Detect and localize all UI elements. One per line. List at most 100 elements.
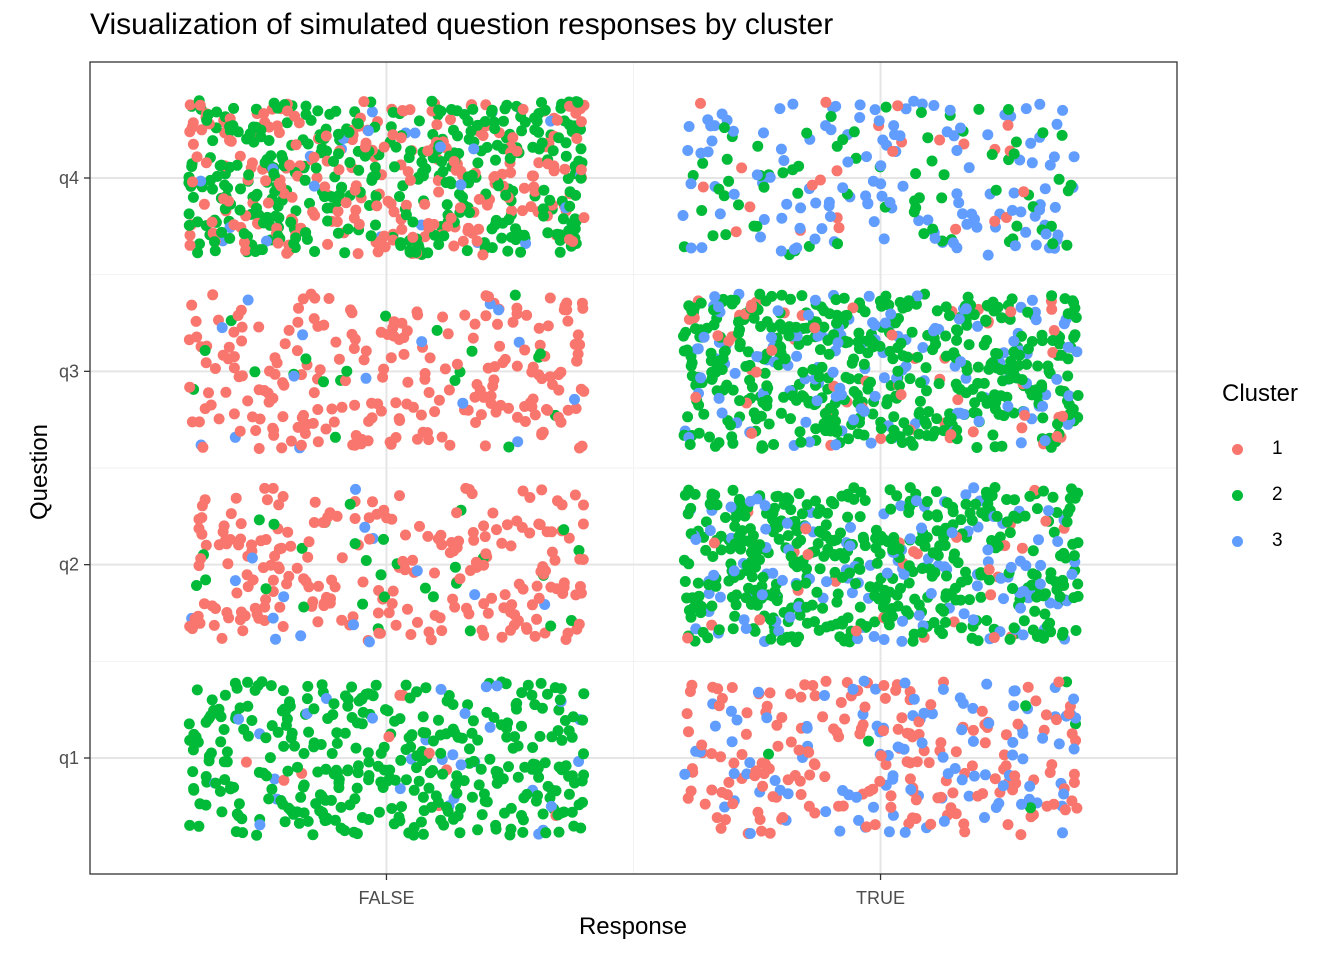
point-cluster-2 [1052, 418, 1063, 430]
point-cluster-1 [203, 387, 214, 399]
point-cluster-2 [1038, 590, 1049, 602]
point-cluster-3 [738, 614, 750, 626]
point-cluster-2 [869, 616, 881, 628]
point-cluster-1 [553, 411, 564, 423]
point-cluster-1 [690, 391, 702, 403]
point-cluster-2 [490, 823, 502, 835]
point-cluster-2 [521, 788, 533, 800]
point-cluster-2 [853, 327, 865, 339]
point-cluster-3 [853, 814, 865, 826]
point-cluster-2 [444, 176, 456, 188]
point-cluster-3 [455, 759, 467, 771]
point-cluster-3 [714, 208, 726, 220]
point-cluster-2 [1004, 373, 1016, 385]
point-cluster-2 [961, 319, 973, 331]
point-cluster-1 [213, 413, 225, 425]
point-cluster-3 [726, 736, 738, 748]
point-cluster-2 [921, 496, 933, 507]
point-cluster-2 [464, 625, 476, 637]
point-cluster-3 [1026, 294, 1038, 306]
point-cluster-1 [562, 315, 574, 327]
point-cluster-3 [911, 495, 922, 507]
point-cluster-2 [279, 816, 291, 828]
point-cluster-3 [366, 106, 378, 118]
point-cluster-3 [784, 611, 796, 623]
point-cluster-2 [681, 592, 693, 604]
point-cluster-1 [544, 292, 556, 304]
point-cluster-2 [370, 219, 381, 231]
point-cluster-1 [404, 174, 416, 186]
point-cluster-2 [1044, 617, 1056, 629]
point-cluster-1 [197, 441, 209, 453]
point-cluster-1 [385, 352, 397, 364]
point-cluster-2 [268, 168, 280, 180]
point-cluster-2 [367, 171, 379, 183]
point-cluster-2 [883, 299, 895, 311]
point-cluster-2 [859, 540, 871, 552]
point-cluster-3 [698, 331, 710, 343]
point-cluster-2 [342, 765, 354, 777]
point-cluster-2 [363, 774, 375, 786]
point-cluster-3 [716, 407, 728, 419]
point-cluster-2 [516, 125, 528, 137]
point-cluster-2 [400, 679, 412, 691]
point-cluster-2 [1027, 624, 1039, 636]
point-cluster-2 [309, 246, 321, 257]
point-cluster-2 [824, 402, 836, 414]
point-cluster-2 [568, 820, 580, 832]
point-cluster-3 [677, 210, 689, 221]
point-cluster-1 [357, 576, 369, 588]
legend-label-1: 1 [1272, 438, 1283, 459]
point-cluster-2 [820, 519, 832, 531]
point-cluster-3 [897, 180, 909, 192]
point-cluster-1 [382, 195, 394, 207]
point-cluster-2 [1072, 578, 1084, 590]
point-cluster-1 [833, 222, 845, 234]
point-cluster-2 [363, 756, 375, 768]
point-cluster-2 [776, 289, 788, 301]
point-cluster-3 [878, 634, 890, 645]
point-cluster-1 [340, 375, 351, 387]
point-cluster-1 [480, 548, 492, 560]
point-cluster-3 [897, 615, 908, 627]
point-cluster-1 [712, 683, 724, 695]
point-cluster-1 [576, 440, 588, 452]
point-cluster-3 [233, 713, 244, 725]
point-cluster-2 [727, 384, 739, 396]
point-cluster-2 [542, 688, 553, 700]
point-cluster-1 [390, 397, 402, 409]
point-cluster-2 [426, 95, 438, 107]
point-cluster-1 [828, 723, 840, 735]
point-cluster-1 [1046, 303, 1058, 315]
point-cluster-1 [471, 235, 483, 247]
point-cluster-2 [466, 791, 478, 803]
point-cluster-1 [728, 757, 740, 769]
point-cluster-3 [1052, 536, 1064, 547]
point-cluster-2 [298, 601, 310, 613]
point-cluster-2 [451, 787, 463, 799]
point-cluster-2 [302, 138, 314, 150]
point-cluster-1 [1068, 777, 1080, 788]
point-cluster-1 [466, 488, 478, 500]
point-cluster-3 [867, 175, 879, 187]
point-cluster-1 [435, 529, 447, 541]
point-cluster-3 [1048, 151, 1060, 163]
point-cluster-1 [967, 724, 979, 736]
point-cluster-2 [258, 217, 269, 229]
point-cluster-2 [693, 590, 705, 602]
point-cluster-2 [1072, 390, 1084, 401]
point-cluster-2 [1039, 608, 1051, 620]
point-cluster-2 [862, 347, 874, 359]
point-cluster-1 [505, 167, 517, 179]
point-cluster-2 [941, 497, 953, 509]
point-cluster-1 [487, 507, 499, 519]
point-cluster-2 [325, 794, 337, 806]
point-cluster-2 [990, 397, 1002, 408]
point-cluster-1 [196, 512, 208, 524]
point-cluster-1 [199, 494, 211, 506]
point-cluster-1 [236, 335, 248, 347]
point-cluster-2 [492, 766, 504, 778]
point-cluster-2 [1036, 335, 1048, 347]
point-cluster-2 [748, 312, 760, 324]
point-cluster-3 [683, 121, 695, 132]
